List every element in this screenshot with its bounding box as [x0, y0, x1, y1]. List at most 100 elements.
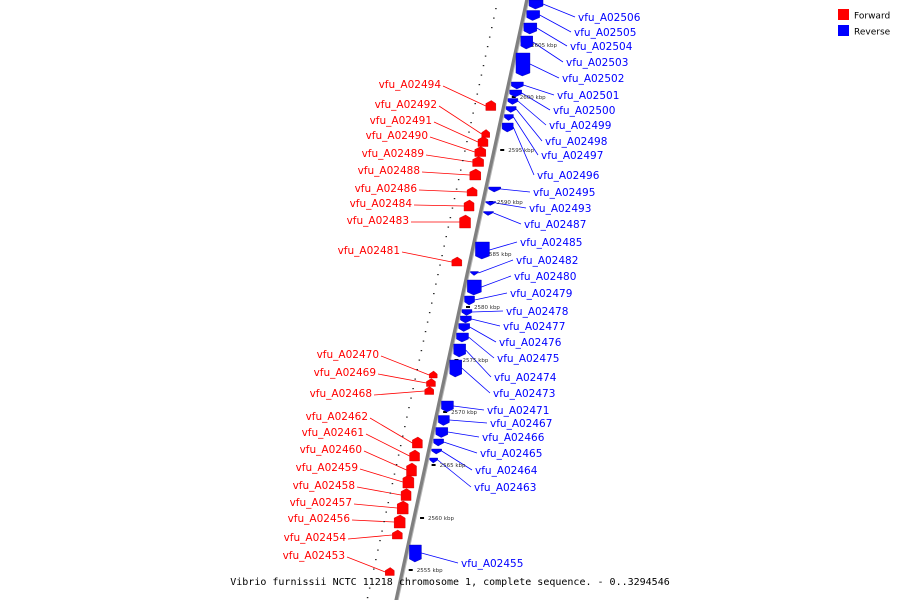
forward-gene-label: vfu_A02490: [366, 130, 428, 142]
reverse-gene-connector: [443, 441, 478, 454]
forward-gene-label: vfu_A02494: [379, 79, 442, 91]
forward-gene-arrow: [474, 146, 486, 157]
forward-gene-connector: [421, 171, 470, 176]
reverse-gene-label: vfu_A02500: [553, 105, 615, 117]
tick-mark: [443, 411, 448, 413]
reverse-gene-label: vfu_A02465: [480, 448, 542, 460]
minor-tick-mark: [478, 84, 481, 86]
minor-tick-mark: [410, 397, 412, 399]
forward-gene-arrow: [477, 136, 489, 147]
reverse-gene-arrow: [431, 448, 442, 455]
minor-tick-mark: [445, 236, 447, 238]
tick-mark: [511, 96, 516, 98]
minor-tick-mark: [395, 464, 398, 466]
minor-tick-mark: [393, 473, 396, 475]
gene-layer: [385, 0, 544, 576]
forward-gene-arrow: [409, 449, 420, 462]
forward-gene-label: vfu_A02481: [338, 245, 400, 257]
tick-label: 2575 kbp: [462, 358, 488, 364]
tick-mark: [500, 149, 505, 151]
minor-tick-mark: [451, 207, 454, 209]
legend: Forward Reverse: [838, 9, 891, 38]
minor-tick-mark: [431, 302, 433, 304]
minor-tick-mark: [457, 179, 460, 181]
reverse-gene-label: vfu_A02474: [494, 372, 557, 384]
forward-gene-label: vfu_A02456: [288, 513, 351, 525]
reverse-gene-arrow: [409, 544, 422, 563]
label-connector-layer: [346, 3, 576, 573]
reverse-gene-connector: [474, 292, 508, 301]
forward-gene-connector: [380, 355, 430, 376]
reverse-gene-connector: [449, 419, 488, 424]
minor-tick-mark: [375, 559, 377, 561]
reverse-gene-arrow: [458, 323, 470, 332]
reverse-gene-arrow: [429, 457, 438, 464]
reverse-gene-arrow: [488, 186, 501, 193]
reverse-gene-connector: [542, 3, 576, 18]
forward-gene-label: vfu_A02492: [375, 99, 437, 111]
forward-gene-connector: [401, 251, 452, 263]
reverse-gene-label: vfu_A02471: [487, 405, 549, 417]
reverse-gene-label: vfu_A02466: [482, 432, 545, 444]
reverse-gene-arrow: [502, 122, 514, 133]
forward-gene-connector: [373, 390, 425, 396]
minor-tick-mark: [443, 245, 445, 247]
minor-tick-mark: [433, 293, 435, 295]
forward-gene-label: vfu_A02468: [310, 388, 372, 400]
reverse-gene-arrow: [511, 81, 524, 90]
reverse-gene-arrow: [460, 315, 472, 324]
tick-label: 2570 kbp: [451, 410, 477, 416]
minor-tick-mark: [399, 445, 402, 447]
forward-gene-arrow: [459, 214, 471, 229]
forward-gene-connector: [433, 121, 479, 143]
reverse-gene-connector: [515, 108, 543, 142]
minor-tick-mark: [387, 502, 390, 504]
minor-tick-mark: [412, 388, 414, 390]
forward-gene-arrow: [463, 199, 475, 212]
forward-gene-label: vfu_A02491: [370, 115, 432, 127]
reverse-gene-arrow: [505, 106, 517, 113]
forward-gene-connector: [363, 450, 407, 471]
reverse-gene-label: vfu_A02493: [529, 203, 591, 215]
minor-tick-mark: [428, 312, 431, 314]
forward-gene-arrow: [451, 256, 463, 267]
reverse-gene-arrow: [520, 35, 533, 50]
minor-tick-mark: [488, 36, 491, 38]
forward-gene-label: vfu_A02458: [293, 480, 355, 492]
minor-tick-mark: [447, 226, 450, 228]
minor-tick-mark: [453, 198, 456, 200]
legend-forward-swatch: [838, 9, 849, 20]
tick-label: 2590 kbp: [497, 200, 523, 206]
reverse-gene-arrow: [515, 52, 531, 77]
forward-gene-connector: [365, 433, 410, 457]
forward-gene-arrow: [426, 378, 436, 387]
reverse-gene-connector: [453, 405, 485, 411]
minor-tick-mark: [406, 416, 408, 418]
minor-tick-mark: [397, 454, 400, 456]
reverse-gene-arrow: [438, 415, 450, 426]
minor-tick-mark: [441, 255, 443, 257]
forward-gene-label: vfu_A02459: [296, 462, 358, 474]
reverse-gene-label: vfu_A02501: [557, 90, 619, 102]
minor-tick-mark: [482, 65, 485, 67]
chromosome-axis-highlight: [397, 0, 530, 600]
forward-gene-arrow: [412, 436, 423, 449]
reverse-gene-label: vfu_A02476: [499, 337, 562, 349]
forward-gene-arrow: [385, 567, 395, 576]
legend-reverse-label: Reverse: [854, 28, 891, 38]
minor-tick-mark: [373, 568, 375, 570]
forward-gene-connector: [438, 105, 482, 135]
tick-label: 2595 kbp: [508, 148, 534, 154]
tick-mark: [466, 306, 471, 308]
forward-gene-arrow: [485, 100, 497, 111]
reverse-gene-arrow: [467, 279, 482, 296]
reverse-gene-arrow: [456, 332, 469, 343]
reverse-gene-label: vfu_A02464: [475, 465, 538, 477]
reverse-gene-label: vfu_A02502: [562, 73, 624, 85]
forward-gene-connector: [377, 373, 427, 384]
reverse-gene-connector: [493, 212, 522, 225]
reverse-gene-connector: [529, 63, 560, 79]
minor-tick-mark: [414, 378, 416, 380]
minor-tick-mark: [370, 578, 373, 580]
reverse-gene-label: vfu_A02497: [541, 150, 603, 162]
